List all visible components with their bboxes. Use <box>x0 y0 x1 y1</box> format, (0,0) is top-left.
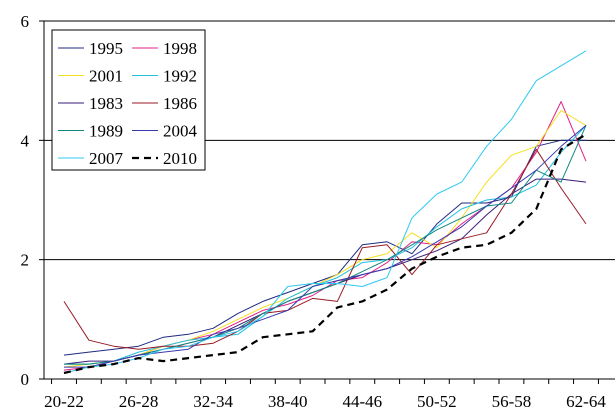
x-tick-label: 50-52 <box>417 392 457 411</box>
x-tick-label: 44-46 <box>342 392 382 411</box>
x-tick-label: 26-28 <box>119 392 159 411</box>
x-tick-label: 56-58 <box>492 392 532 411</box>
series-line-2007 <box>63 50 587 374</box>
legend: 1995 1998 2001 1992 1983 1986 1989 2004 2007 2010 <box>51 29 206 171</box>
legend-label-1983: 1983 <box>89 94 123 113</box>
x-tick-label: 38-40 <box>268 392 308 411</box>
series-layer <box>63 50 587 375</box>
x-tick-label: 20-22 <box>44 392 84 411</box>
series-line-1986 <box>63 148 587 350</box>
axis-layer: 0 2 4 6 20-22 26-28 32-34 38-40 44-46 50-52 56-58 6… <box>21 12 615 411</box>
legend-label-2004: 2004 <box>163 122 198 141</box>
legend-label-1986: 1986 <box>163 94 197 113</box>
series-line-1989 <box>64 125 587 365</box>
legend-box <box>51 29 206 171</box>
y-tick-label: 2 <box>21 251 30 270</box>
series-line-1995 <box>63 139 586 356</box>
legend-label-1998: 1998 <box>163 39 197 58</box>
series-line-1992 <box>64 125 587 365</box>
y-tick-label: 0 <box>21 370 30 389</box>
series-line-2001 <box>63 110 587 368</box>
legend-label-2001: 2001 <box>89 67 123 86</box>
y-tick-label: 6 <box>21 12 30 31</box>
series-line-2010 <box>63 133 587 375</box>
legend-label-2007: 2007 <box>89 149 124 168</box>
legend-label-1989: 1989 <box>89 122 123 141</box>
legend-label-1995: 1995 <box>89 39 123 58</box>
x-tick-label: 62-64 <box>566 392 606 411</box>
series-line-1983 <box>63 178 587 365</box>
x-tick-label: 32-34 <box>193 392 233 411</box>
legend-label-2010: 2010 <box>163 149 197 168</box>
y-tick-label: 4 <box>21 131 30 150</box>
legend-label-1992: 1992 <box>163 67 197 86</box>
